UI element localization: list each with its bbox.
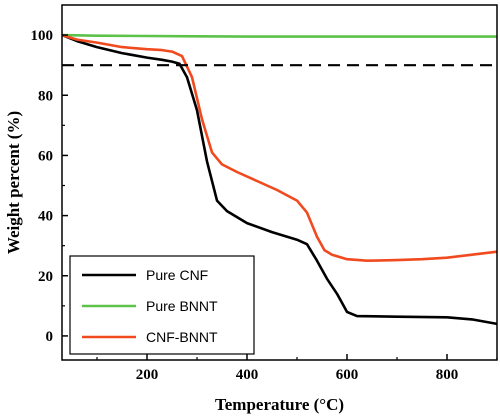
y-tick-label: 80 <box>38 88 53 104</box>
series-line-0 <box>61 33 498 326</box>
x-tick-label: 800 <box>436 367 459 383</box>
y-tick-label: 60 <box>38 148 53 164</box>
x-tick-label: 600 <box>336 367 359 383</box>
y-tick-label: 40 <box>38 209 53 225</box>
legend: Pure CNF Pure BNNT CNF-BNNT <box>69 255 255 355</box>
series-line-2 <box>61 33 498 262</box>
plot-frame <box>61 4 498 361</box>
x-tick-label: 200 <box>136 367 159 383</box>
series-line-1 <box>61 33 497 38</box>
ticks-layer: 200 400 600 800 0 20 40 60 80 100 <box>31 28 498 383</box>
x-tick-label: 400 <box>236 367 259 383</box>
legend-items: Pure CNF Pure BNNT CNF-BNNT <box>82 267 218 345</box>
y-axis-title: Weight percent (%) <box>4 111 23 254</box>
series-layer <box>61 33 498 326</box>
x-axis-title: Temperature (°C) <box>215 395 344 414</box>
legend-label-1: Pure BNNT <box>146 298 218 314</box>
y-tick-label: 100 <box>31 28 54 44</box>
legend-label-2: CNF-BNNT <box>146 329 218 345</box>
legend-label-0: Pure CNF <box>146 267 208 283</box>
y-tick-label: 20 <box>38 269 53 285</box>
y-tick-label: 0 <box>46 329 54 345</box>
